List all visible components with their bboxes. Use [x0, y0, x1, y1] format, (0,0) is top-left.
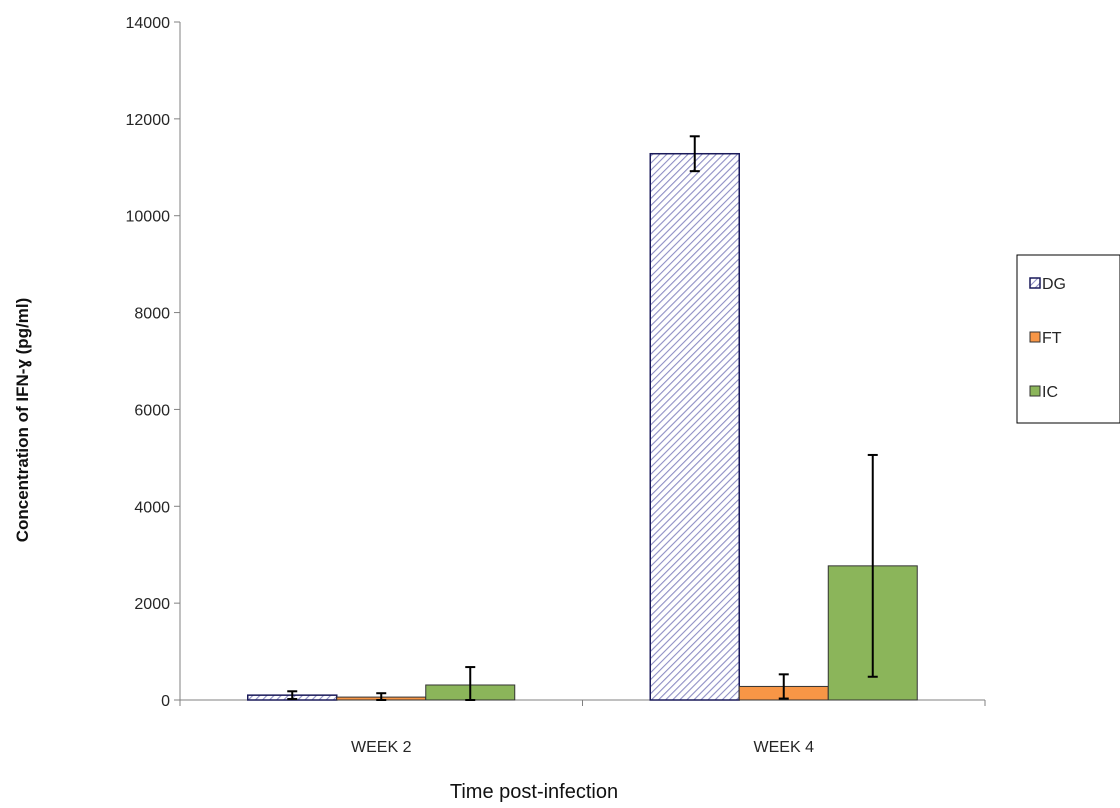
y-tick-label: 0	[161, 693, 170, 710]
x-axis-label: Time post-infection	[450, 781, 618, 803]
error-bars-group	[287, 135, 878, 701]
legend-label-ic: IC	[1042, 384, 1058, 401]
y-axis-label: Concentration of IFN-ɣ (pg/ml)	[13, 298, 32, 543]
y-tick-label: 2000	[134, 596, 170, 613]
axes: 0 2000 4000 6000 8000 10000 12000 14000 WEEK 2 WE…	[126, 15, 986, 756]
legend-label-dg: DG	[1042, 276, 1066, 293]
bars-group	[247, 152, 918, 701]
y-tick-label: 14000	[126, 15, 171, 32]
y-tick-label: 6000	[134, 402, 170, 419]
y-tick-label: 12000	[126, 112, 171, 129]
legend-swatch-ic	[1029, 385, 1041, 397]
legend-swatch-dg	[1029, 277, 1041, 289]
y-tick-label: 10000	[126, 209, 171, 226]
x-tick-label: WEEK 4	[754, 739, 815, 756]
legend-label-ft: FT	[1042, 330, 1062, 347]
y-tick-label: 4000	[134, 499, 170, 516]
legend-swatch-ft	[1029, 331, 1041, 343]
x-tick-label: WEEK 2	[351, 739, 412, 756]
legend: DG FT IC	[1016, 254, 1120, 424]
bar-dg-week-4	[649, 152, 740, 701]
y-tick-label: 8000	[134, 306, 170, 323]
